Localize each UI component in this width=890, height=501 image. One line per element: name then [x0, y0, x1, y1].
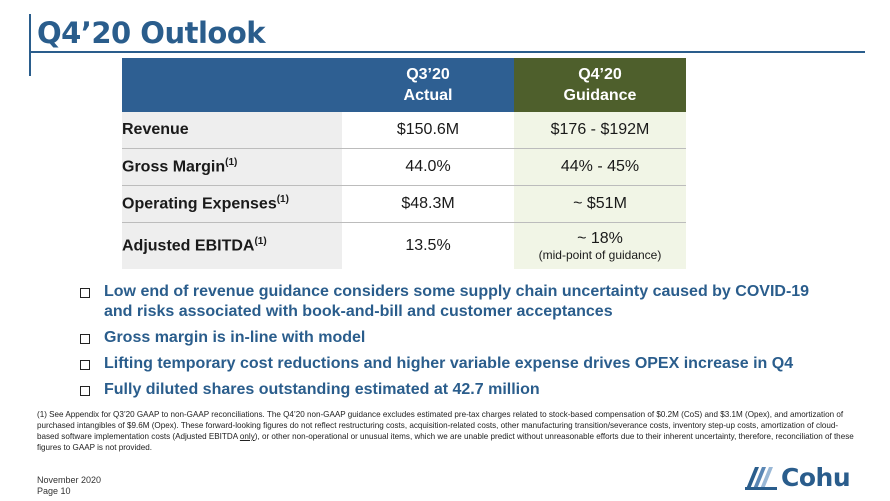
- header-actual: Q3’20 Actual: [342, 58, 514, 112]
- footnote-mark: (1): [225, 157, 238, 169]
- checkbox-bullet-icon: [80, 288, 90, 298]
- footnote-mark: (1): [254, 236, 267, 248]
- footnote-mark: (1): [276, 194, 289, 206]
- actual-value: 44.0%: [342, 148, 514, 186]
- actual-value: $150.6M: [342, 112, 514, 149]
- row-label: Adjusted EBITDA(1): [122, 222, 342, 269]
- checkbox-bullet-icon: [80, 360, 90, 370]
- header-actual-type: Actual: [403, 87, 453, 104]
- bullet-item: Lifting temporary cost reductions and hi…: [80, 354, 840, 374]
- bullet-text: Gross margin is in-line with model: [104, 329, 366, 346]
- header-label-cell: [122, 58, 342, 112]
- table-row-adjusted-ebitda: Adjusted EBITDA(1) 13.5% ~ 18% (mid-poin…: [122, 222, 686, 269]
- checkbox-bullet-icon: [80, 334, 90, 344]
- row-label: Gross Margin(1): [122, 148, 342, 186]
- page-number: Page 10: [37, 486, 71, 496]
- guidance-value: ~ 18% (mid-point of guidance): [514, 222, 686, 269]
- table-row-revenue: Revenue $150.6M $176 - $192M: [122, 112, 686, 149]
- bullet-item: Fully diluted shares outstanding estimat…: [80, 380, 840, 400]
- bullet-text: Low end of revenue guidance considers so…: [104, 283, 810, 320]
- checkbox-bullet-icon: [80, 386, 90, 396]
- bullet-text: Fully diluted shares outstanding estimat…: [104, 381, 540, 398]
- actual-value: 13.5%: [342, 222, 514, 269]
- footnote-underlined: only: [239, 432, 255, 441]
- bullet-item: Gross margin is in-line with model: [80, 328, 840, 348]
- outlook-bullet-list: Low end of revenue guidance considers so…: [80, 282, 840, 406]
- row-label: Revenue: [122, 112, 342, 149]
- table-header-row: Q3’20 Actual Q4’20 Guidance: [122, 58, 686, 112]
- header-actual-period: Q3’20: [406, 66, 450, 83]
- guidance-note: (mid-point of guidance): [538, 247, 662, 262]
- footnote-text: (1) See Appendix for Q3’20 GAAP to non-G…: [37, 410, 844, 441]
- guidance-value: $176 - $192M: [514, 112, 686, 149]
- logo-text: Cohu: [781, 462, 851, 492]
- header-guidance-type: Guidance: [563, 87, 637, 104]
- cohu-logo-icon: [745, 467, 777, 490]
- table-row-gross-margin: Gross Margin(1) 44.0% 44% - 45%: [122, 148, 686, 186]
- slide-title: Q4’20 Outlook: [37, 16, 266, 50]
- header-guidance-period: Q4’20: [578, 66, 622, 83]
- row-label-text: Adjusted EBITDA: [122, 237, 255, 255]
- bullet-item: Low end of revenue guidance considers so…: [80, 282, 840, 322]
- row-label-text: Gross Margin: [122, 158, 226, 176]
- row-label-text: Operating Expenses: [122, 195, 277, 213]
- actual-value: $48.3M: [342, 185, 514, 223]
- bullet-text: Lifting temporary cost reductions and hi…: [104, 355, 794, 372]
- row-label: Operating Expenses(1): [122, 185, 342, 223]
- table-row-operating-expenses: Operating Expenses(1) $48.3M ~ $51M: [122, 185, 686, 223]
- title-horizontal-rule: [29, 51, 865, 53]
- title-vertical-rule: [29, 14, 31, 76]
- footnote-text-end: ), or other non-operational or unusual i…: [37, 432, 854, 452]
- guidance-table: Q3’20 Actual Q4’20 Guidance Revenue $150…: [122, 58, 686, 269]
- header-guidance: Q4’20 Guidance: [514, 58, 686, 112]
- footnote: (1) See Appendix for Q3’20 GAAP to non-G…: [37, 409, 857, 453]
- guidance-main: ~ 18%: [577, 229, 623, 247]
- cohu-logo: Cohu: [744, 462, 851, 492]
- footer-date: November 2020: [37, 475, 102, 485]
- guidance-value: 44% - 45%: [514, 148, 686, 186]
- row-label-text: Revenue: [122, 121, 189, 138]
- guidance-value: ~ $51M: [514, 185, 686, 223]
